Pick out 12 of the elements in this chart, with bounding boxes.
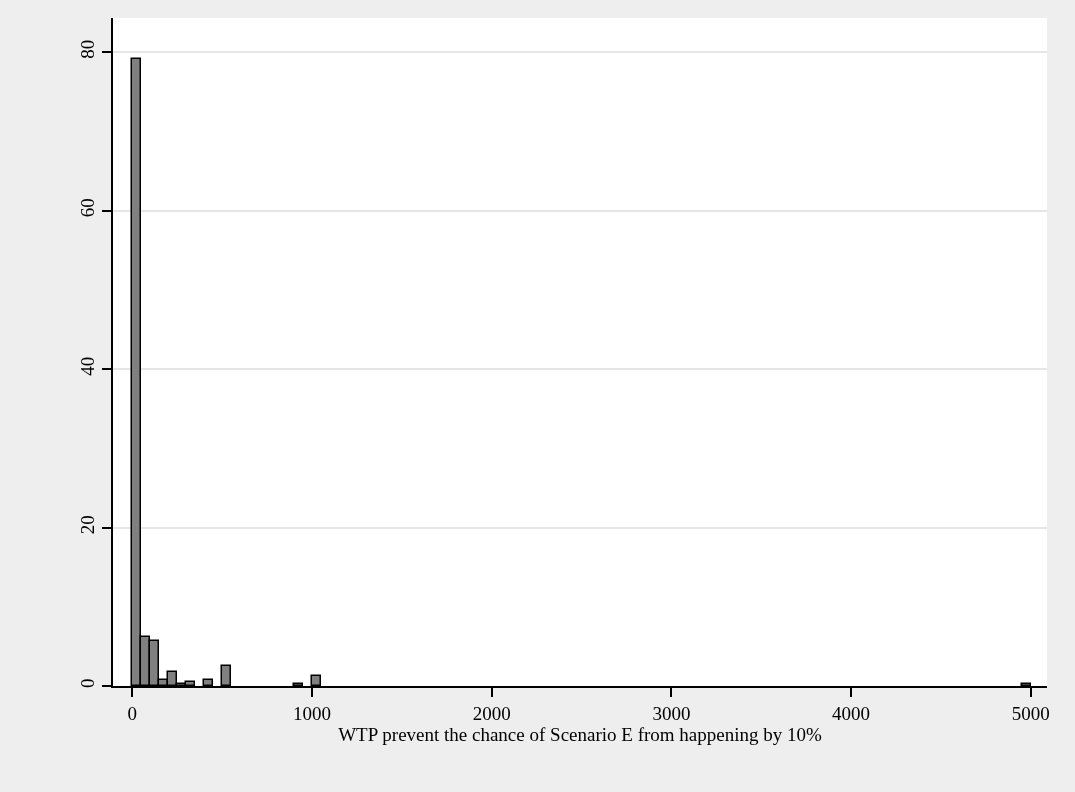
x-tick-label: 2000 [472,702,511,724]
y-tick-label: 40 [77,356,99,376]
y-tick-label: 60 [77,198,99,218]
x-tick-label: 1000 [292,702,331,724]
y-tick-label: 80 [77,39,99,59]
x-tick-label: 3000 [652,702,691,724]
x-axis-title: WTP prevent the chance of Scenario E from happening by 10% [338,723,822,745]
x-tick-label: 0 [127,702,137,724]
y-tick-label: 20 [77,515,99,535]
x-tick-label: 4000 [832,702,871,724]
x-tick-label: 5000 [1011,702,1050,724]
y-tick-label: 0 [77,678,99,688]
